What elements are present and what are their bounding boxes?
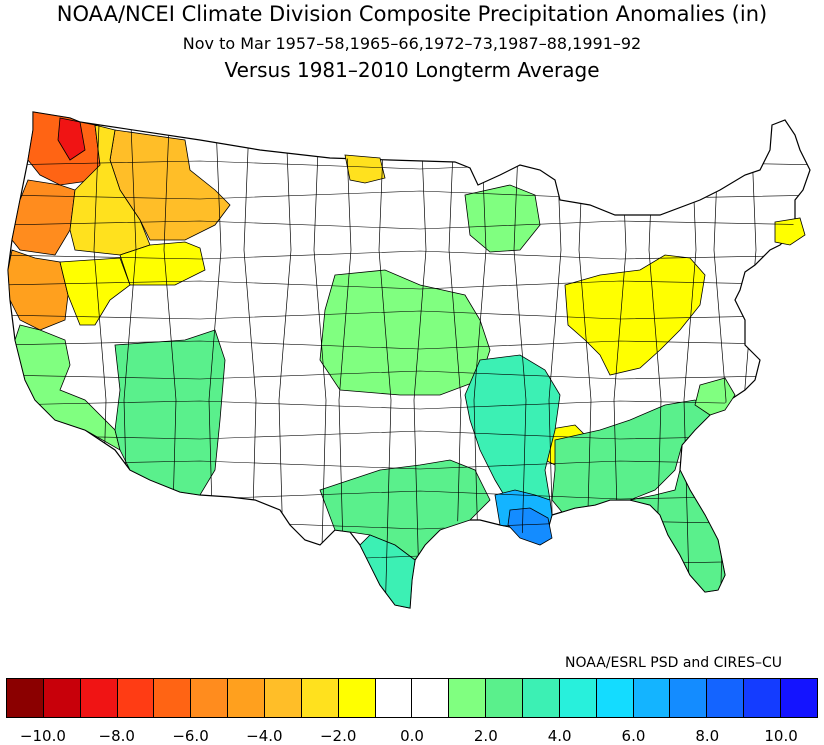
boundary-line bbox=[8, 370, 810, 380]
legend-tick-label: 0.0 bbox=[400, 727, 424, 745]
legend-tick-label: −6.0 bbox=[172, 727, 209, 745]
legend-swatch bbox=[7, 679, 44, 717]
region-northern-minnesota bbox=[344, 154, 386, 184]
boundary-line bbox=[8, 340, 810, 350]
legend-tick-label: 2.0 bbox=[473, 727, 498, 745]
region-western-oregon bbox=[11, 179, 76, 256]
legend-tick-label: −10.0 bbox=[19, 727, 66, 745]
boundary-line bbox=[313, 112, 327, 608]
color-legend bbox=[6, 678, 818, 718]
legend-swatch bbox=[596, 679, 634, 717]
legend-tick-label: 4.0 bbox=[547, 727, 572, 745]
legend-swatch bbox=[412, 679, 450, 717]
boundary-line bbox=[8, 280, 810, 290]
legend-swatch bbox=[781, 679, 817, 717]
boundary-line bbox=[413, 112, 427, 608]
climate-division-regions bbox=[7, 111, 811, 609]
legend-swatch bbox=[265, 679, 302, 717]
region-massachusetts bbox=[774, 217, 806, 246]
region-northwest-nevada bbox=[59, 257, 131, 326]
legend-tick-label: −2.0 bbox=[319, 727, 357, 745]
legend-swatch bbox=[43, 679, 81, 717]
legend-swatch bbox=[707, 679, 745, 717]
legend-tick-label: 10.0 bbox=[764, 727, 798, 745]
legend-swatch bbox=[338, 679, 376, 717]
region-southern-louisiana bbox=[507, 507, 553, 546]
legend-tick-label: −8.0 bbox=[98, 727, 135, 745]
legend-tick-label: −4.0 bbox=[246, 727, 283, 745]
legend-swatch bbox=[486, 679, 524, 717]
legend-swatch bbox=[228, 679, 266, 717]
map-comparison: Versus 1981–2010 Longterm Average bbox=[224, 58, 600, 82]
map-title: NOAA/NCEI Climate Division Composite Pre… bbox=[56, 2, 768, 26]
map-subtitle: Nov to Mar 1957–58,1965–66,1972–73,1987–… bbox=[182, 34, 642, 53]
legend-swatch bbox=[449, 679, 487, 717]
legend-swatch bbox=[744, 679, 782, 717]
boundary-line bbox=[8, 430, 810, 440]
region-florida bbox=[629, 468, 726, 593]
boundary-line bbox=[338, 112, 352, 608]
legend-swatch bbox=[559, 679, 597, 717]
legend-swatch bbox=[523, 679, 560, 717]
legend-swatch bbox=[154, 679, 192, 717]
region-south-texas bbox=[359, 534, 416, 609]
legend-swatch bbox=[191, 679, 229, 717]
region-arizona bbox=[114, 329, 226, 496]
precipitation-anomaly-map bbox=[7, 111, 811, 609]
legend-swatch bbox=[670, 679, 708, 717]
legend-swatch bbox=[375, 679, 413, 717]
boundary-line bbox=[513, 112, 527, 608]
boundary-line bbox=[278, 112, 292, 608]
region-texas bbox=[319, 459, 491, 561]
region-olympic-coast bbox=[57, 117, 86, 161]
boundary-line bbox=[8, 400, 810, 410]
region-pennsylvania-ohio-valley bbox=[564, 254, 706, 376]
legend-swatch bbox=[301, 679, 339, 717]
boundary-line bbox=[378, 112, 392, 608]
region-southeast bbox=[551, 399, 716, 513]
data-credit: NOAA/ESRL PSD and CIRES–CU bbox=[565, 655, 782, 671]
region-eastern-oregon bbox=[119, 241, 206, 286]
legend-tick-label: 6.0 bbox=[621, 727, 646, 745]
boundary-line bbox=[448, 112, 462, 608]
legend-tick-label: 8.0 bbox=[695, 727, 720, 745]
boundary-line bbox=[8, 220, 810, 230]
legend-swatch bbox=[633, 679, 671, 717]
boundary-line bbox=[8, 250, 810, 260]
boundary-line bbox=[8, 310, 810, 320]
legend-swatch bbox=[117, 679, 155, 717]
legend-swatch bbox=[80, 679, 118, 717]
